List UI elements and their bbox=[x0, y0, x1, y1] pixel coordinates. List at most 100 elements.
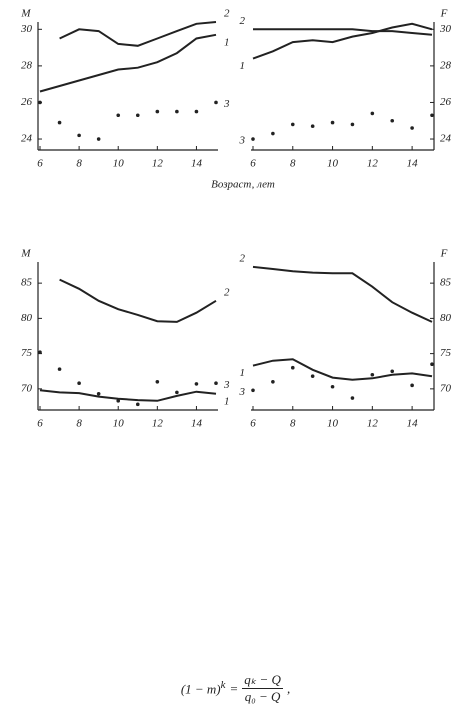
formula-lhs: (1 − m)k bbox=[181, 679, 226, 697]
y-tick-label: 26 bbox=[440, 96, 452, 108]
data-point bbox=[271, 131, 275, 136]
data-point bbox=[38, 350, 42, 355]
x-tick-label: 14 bbox=[407, 418, 419, 430]
data-point bbox=[57, 120, 62, 125]
x-tick-label: 6 bbox=[250, 418, 256, 430]
power: k bbox=[220, 679, 226, 692]
series-label: 1 bbox=[224, 36, 230, 48]
x-tick-label: 8 bbox=[76, 158, 82, 170]
data-point bbox=[271, 380, 275, 384]
series-label: 2 bbox=[224, 8, 230, 20]
data-point bbox=[370, 111, 375, 116]
data-line bbox=[39, 389, 217, 402]
data-point bbox=[330, 120, 335, 125]
data-point bbox=[96, 137, 101, 141]
data-point bbox=[390, 369, 395, 374]
data-point bbox=[135, 402, 140, 407]
x-tick-label: 6 bbox=[250, 158, 256, 170]
x-tick-label: 12 bbox=[367, 418, 379, 430]
data-point bbox=[290, 122, 295, 127]
data-line bbox=[59, 21, 217, 47]
data-line bbox=[252, 265, 433, 323]
y-axis-label: F bbox=[440, 8, 448, 20]
equals: = bbox=[229, 680, 239, 696]
denominator: q₀ − Q bbox=[244, 689, 281, 704]
data-point bbox=[410, 383, 414, 388]
data-point bbox=[390, 118, 395, 123]
y-tick-label: 70 bbox=[440, 382, 452, 394]
x-tick-label: 10 bbox=[327, 158, 339, 170]
y-tick-label: 30 bbox=[20, 23, 33, 35]
data-point bbox=[116, 399, 121, 403]
data-point bbox=[430, 362, 434, 366]
data-point bbox=[77, 381, 81, 386]
data-point bbox=[430, 113, 434, 118]
y-tick-label: 75 bbox=[440, 347, 452, 359]
data-line bbox=[253, 28, 433, 36]
data-point bbox=[290, 365, 295, 370]
data-point bbox=[116, 113, 121, 118]
series-label: 1 bbox=[240, 367, 246, 379]
data-point bbox=[251, 388, 255, 393]
series-label: 2 bbox=[240, 15, 246, 27]
y-tick-label: 70 bbox=[21, 382, 33, 394]
data-point bbox=[310, 124, 315, 129]
series-label: 3 bbox=[239, 386, 246, 398]
series-label: 3 bbox=[223, 98, 230, 110]
data-line bbox=[59, 278, 217, 323]
y-tick-label: 85 bbox=[21, 277, 33, 289]
data-point bbox=[350, 396, 355, 400]
data-line bbox=[39, 33, 217, 93]
data-point bbox=[175, 390, 179, 395]
y-tick-label: 28 bbox=[440, 59, 452, 71]
data-point bbox=[370, 372, 375, 377]
x-tick-label: 12 bbox=[152, 158, 164, 170]
x-tick-label: 6 bbox=[37, 158, 43, 170]
y-tick-label: 80 bbox=[440, 312, 452, 324]
data-point bbox=[194, 109, 199, 114]
series-label: 1 bbox=[224, 395, 230, 407]
y-tick-label: 24 bbox=[440, 133, 452, 145]
y-tick-label: 30 bbox=[439, 23, 452, 35]
x-tick-label: 8 bbox=[76, 418, 82, 430]
data-line bbox=[252, 358, 433, 381]
numerator: qₖ − Q bbox=[242, 672, 283, 689]
lhs: (1 − m) bbox=[180, 681, 221, 697]
data-point bbox=[135, 113, 140, 118]
y-axis-label: M bbox=[20, 248, 31, 260]
x-axis-label: Возраст, лет bbox=[211, 179, 275, 191]
y-tick-label: 85 bbox=[440, 277, 452, 289]
data-point bbox=[350, 122, 355, 127]
data-point bbox=[330, 384, 335, 389]
series-label: 1 bbox=[240, 60, 246, 72]
y-tick-label: 26 bbox=[21, 96, 33, 108]
data-point bbox=[194, 382, 199, 386]
data-point bbox=[77, 133, 81, 138]
x-tick-label: 12 bbox=[152, 418, 164, 430]
data-point bbox=[310, 374, 315, 378]
data-point bbox=[175, 109, 179, 114]
data-point bbox=[214, 100, 218, 105]
x-tick-label: 14 bbox=[191, 158, 203, 170]
series-label: 3 bbox=[239, 135, 246, 147]
x-tick-label: 8 bbox=[290, 418, 296, 430]
y-tick-label: 75 bbox=[21, 347, 33, 359]
y-axis-label: F bbox=[440, 248, 448, 260]
x-tick-label: 12 bbox=[367, 158, 379, 170]
series-label: 3 bbox=[223, 379, 230, 391]
y-tick-label: 80 bbox=[21, 312, 33, 324]
y-axis-label: M bbox=[20, 8, 31, 20]
data-line bbox=[252, 22, 433, 60]
data-point bbox=[38, 100, 42, 105]
x-tick-label: 14 bbox=[191, 418, 203, 430]
y-tick-label: 24 bbox=[21, 133, 33, 145]
punctuation: , bbox=[286, 680, 291, 696]
x-tick-label: 8 bbox=[290, 158, 296, 170]
series-label: 2 bbox=[224, 286, 230, 298]
data-point bbox=[155, 380, 160, 384]
x-tick-label: 10 bbox=[327, 418, 339, 430]
